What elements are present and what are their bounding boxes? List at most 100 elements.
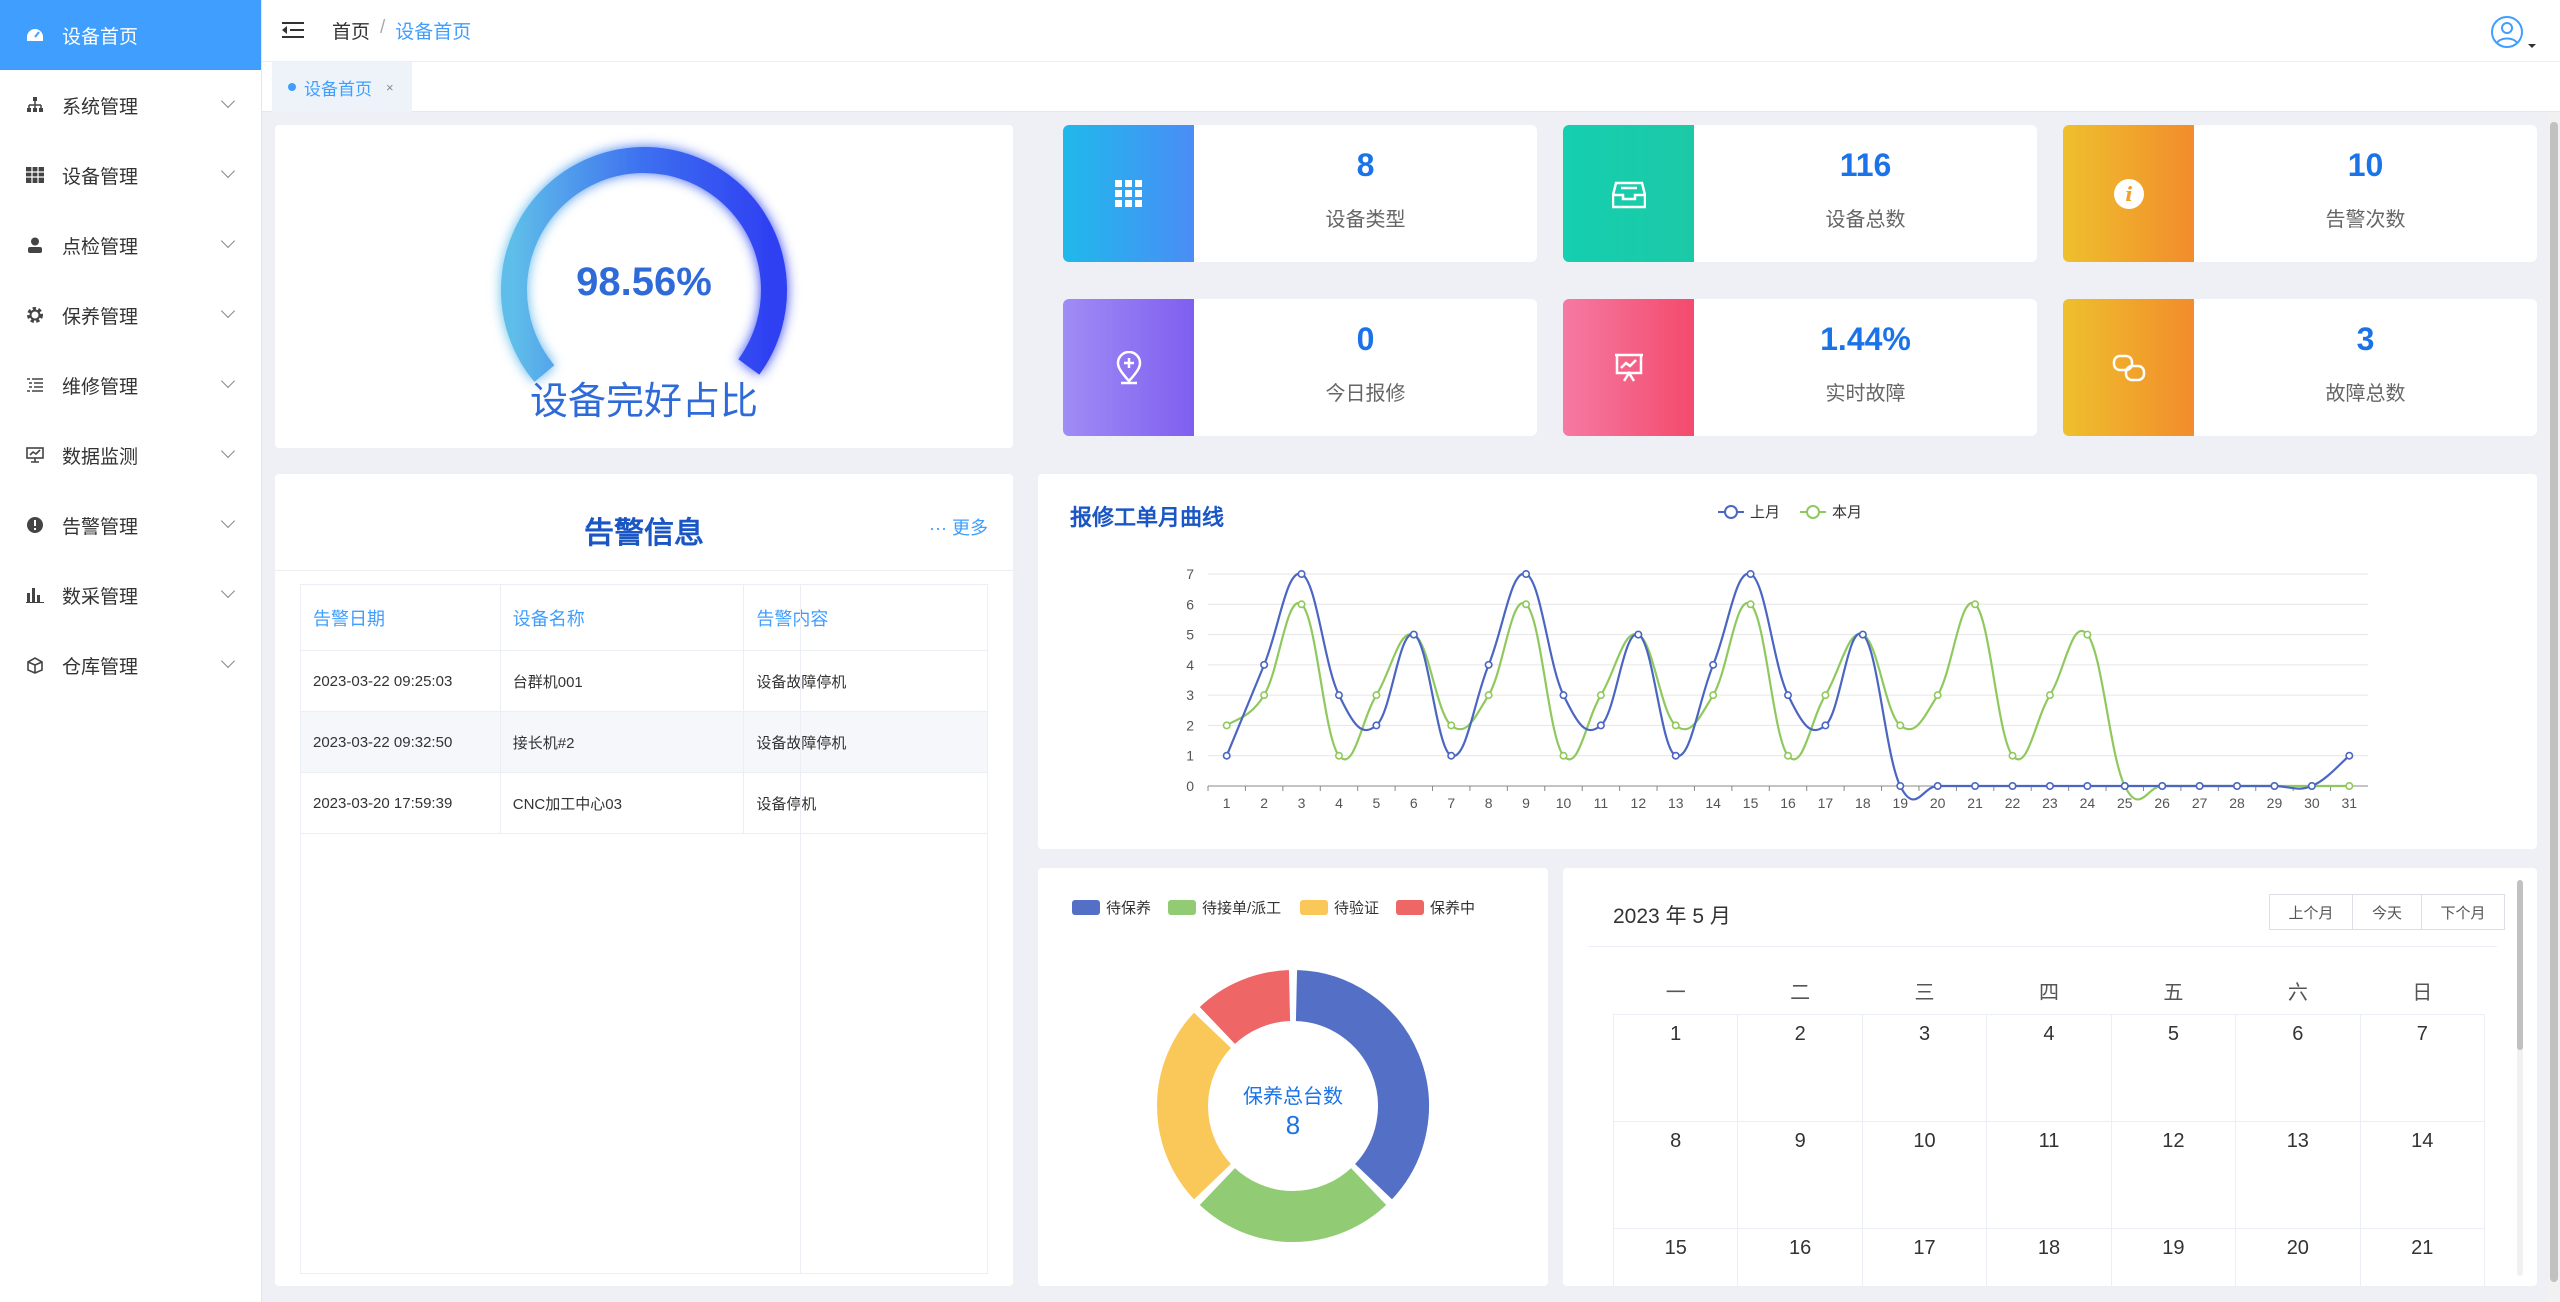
data-point[interactable] [1671, 751, 1680, 760]
data-point[interactable] [1671, 721, 1680, 730]
data-point[interactable] [1260, 691, 1269, 700]
calendar-day[interactable]: 3 [1861, 1013, 1988, 1122]
table-row[interactable]: 2023-03-20 17:59:39 CNC加工中心03 设备停机 [300, 772, 988, 834]
data-point[interactable] [1260, 660, 1269, 669]
data-point[interactable] [1372, 721, 1381, 730]
calendar-day[interactable]: 18 [1986, 1227, 2112, 1286]
data-point[interactable] [2083, 781, 2092, 790]
calendar-day[interactable]: 12 [2110, 1120, 2237, 1229]
calendar-day[interactable]: 13 [2235, 1120, 2361, 1229]
calendar-day[interactable]: 14 [2359, 1120, 2486, 1229]
close-icon[interactable]: × [386, 79, 394, 95]
data-point[interactable] [1858, 630, 1867, 639]
next-month-button[interactable]: 下个月 [2421, 894, 2505, 930]
menu-toggle-icon[interactable] [282, 21, 304, 40]
data-point[interactable] [1447, 721, 1456, 730]
column-header[interactable]: 告警日期 [300, 584, 501, 651]
page-scrollbar[interactable] [2548, 112, 2560, 1302]
table-row[interactable]: 2023-03-22 09:32:50 接长机#2 设备故障停机 [300, 711, 988, 773]
calendar-day[interactable]: 19 [2110, 1227, 2237, 1286]
data-point[interactable] [1334, 691, 1343, 700]
data-point[interactable] [1297, 600, 1306, 609]
calendar-day[interactable]: 7 [2359, 1013, 2486, 1122]
legend-item[interactable]: 保养中 [1396, 900, 1475, 917]
donut-slice-待验证[interactable] [1154, 1010, 1234, 1202]
data-point[interactable] [1222, 721, 1231, 730]
data-point[interactable] [1372, 691, 1381, 700]
stat-card-alarm-count[interactable]: i 10 告警次数 [2063, 125, 2537, 262]
data-point[interactable] [1709, 691, 1718, 700]
data-point[interactable] [1484, 691, 1493, 700]
data-point[interactable] [1222, 751, 1231, 760]
column-header[interactable]: 设备名称 [499, 584, 745, 651]
stat-card-fault-total[interactable]: 3 故障总数 [2063, 299, 2537, 436]
data-point[interactable] [1783, 751, 1792, 760]
data-point[interactable] [1821, 691, 1830, 700]
sidebar-item-monitor[interactable]: 数据监测 [0, 420, 261, 490]
sidebar-item-alarm[interactable]: 告警管理 [0, 490, 261, 560]
data-point[interactable] [1971, 781, 1980, 790]
prev-month-button[interactable]: 上个月 [2269, 894, 2353, 930]
legend-item[interactable]: 本月 [1800, 504, 1862, 521]
stat-card-today-repairs[interactable]: 0 今日报修 [1063, 299, 1537, 436]
stat-card-device-types[interactable]: 8 设备类型 [1063, 125, 1537, 262]
donut-slice-待保养[interactable] [1293, 968, 1431, 1202]
data-point[interactable] [1522, 570, 1531, 579]
data-point[interactable] [2120, 781, 2129, 790]
sidebar-item-inspection[interactable]: 点检管理 [0, 210, 261, 280]
data-point[interactable] [1933, 781, 1942, 790]
data-point[interactable] [2008, 781, 2017, 790]
data-point[interactable] [1896, 781, 1905, 790]
sidebar-item-maintenance[interactable]: 保养管理 [0, 280, 261, 350]
data-point[interactable] [2083, 630, 2092, 639]
data-point[interactable] [1746, 600, 1755, 609]
data-point[interactable] [1596, 691, 1605, 700]
data-point[interactable] [1709, 660, 1718, 669]
table-row[interactable]: 2023-03-22 09:25:03 台群机001 设备故障停机 [300, 650, 988, 712]
calendar-day[interactable]: 10 [1861, 1120, 1988, 1229]
data-point[interactable] [2008, 751, 2017, 760]
sidebar-item-device[interactable]: 设备管理 [0, 140, 261, 210]
tab-home[interactable]: 设备首页 × [272, 62, 412, 112]
sidebar-item-home[interactable]: 设备首页 [0, 0, 261, 70]
data-point[interactable] [1971, 600, 1980, 609]
data-point[interactable] [2045, 691, 2054, 700]
sidebar-item-acquisition[interactable]: 数采管理 [0, 560, 261, 630]
calendar-day[interactable]: 20 [2235, 1227, 2361, 1286]
calendar-day[interactable]: 5 [2110, 1013, 2237, 1122]
calendar-day[interactable]: 6 [2235, 1013, 2361, 1122]
data-point[interactable] [1896, 721, 1905, 730]
legend-item[interactable]: 待保养 [1072, 900, 1151, 917]
data-point[interactable] [1522, 600, 1531, 609]
data-point[interactable] [1484, 660, 1493, 669]
data-point[interactable] [2045, 781, 2054, 790]
data-point[interactable] [1297, 570, 1306, 579]
donut-slice-待接单/派工[interactable] [1197, 1165, 1389, 1245]
calendar-day[interactable]: 16 [1737, 1227, 1863, 1286]
data-point[interactable] [2345, 751, 2354, 760]
today-button[interactable]: 今天 [2352, 894, 2422, 930]
data-point[interactable] [1634, 630, 1643, 639]
more-link[interactable]: ··· 更多 [929, 518, 988, 538]
data-point[interactable] [1559, 691, 1568, 700]
sidebar-item-warehouse[interactable]: 仓库管理 [0, 630, 261, 700]
stat-card-realtime-fault[interactable]: 1.44% 实时故障 [1563, 299, 2037, 436]
legend-item[interactable]: 上月 [1718, 504, 1780, 521]
legend-item[interactable]: 待验证 [1300, 900, 1379, 917]
donut-slice-保养中[interactable] [1197, 968, 1293, 1047]
data-point[interactable] [2307, 781, 2316, 790]
sidebar-item-repair[interactable]: 维修管理 [0, 350, 261, 420]
data-point[interactable] [1447, 751, 1456, 760]
data-point[interactable] [1783, 691, 1792, 700]
calendar-day[interactable]: 15 [1612, 1227, 1739, 1286]
data-point[interactable] [2195, 781, 2204, 790]
data-point[interactable] [1933, 691, 1942, 700]
calendar-day[interactable]: 21 [2359, 1227, 2486, 1286]
calendar-day[interactable]: 8 [1612, 1120, 1739, 1229]
data-point[interactable] [1746, 570, 1755, 579]
data-point[interactable] [2158, 781, 2167, 790]
legend-item[interactable]: 待接单/派工 [1168, 900, 1281, 917]
avatar[interactable] [2490, 14, 2542, 54]
breadcrumb-home[interactable]: 首页 [332, 22, 371, 43]
data-point[interactable] [1559, 751, 1568, 760]
